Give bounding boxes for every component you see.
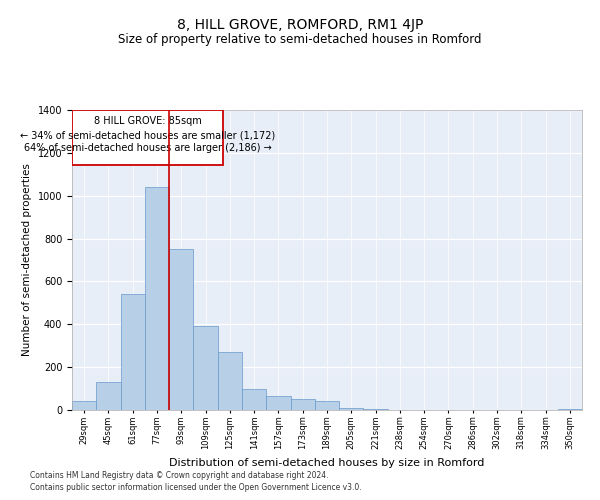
Text: 8 HILL GROVE: 85sqm: 8 HILL GROVE: 85sqm: [94, 116, 202, 126]
Bar: [169, 250, 193, 410]
Bar: [558, 409, 582, 410]
Text: 64% of semi-detached houses are larger (2,186) →: 64% of semi-detached houses are larger (…: [23, 143, 271, 153]
Bar: [193, 326, 218, 410]
Bar: [290, 400, 315, 410]
Bar: [364, 409, 388, 410]
Text: ← 34% of semi-detached houses are smaller (1,172): ← 34% of semi-detached houses are smalle…: [20, 130, 275, 140]
Text: 8, HILL GROVE, ROMFORD, RM1 4JP: 8, HILL GROVE, ROMFORD, RM1 4JP: [177, 18, 423, 32]
Text: Size of property relative to semi-detached houses in Romford: Size of property relative to semi-detach…: [118, 32, 482, 46]
Text: Contains HM Land Registry data © Crown copyright and database right 2024.: Contains HM Land Registry data © Crown c…: [30, 471, 329, 480]
Bar: [121, 294, 145, 410]
Bar: [145, 187, 169, 410]
Bar: [315, 402, 339, 410]
Bar: [242, 388, 266, 410]
Bar: [266, 396, 290, 410]
Bar: [96, 382, 121, 410]
X-axis label: Distribution of semi-detached houses by size in Romford: Distribution of semi-detached houses by …: [169, 458, 485, 468]
Y-axis label: Number of semi-detached properties: Number of semi-detached properties: [22, 164, 32, 356]
Bar: [73, 110, 223, 164]
Text: Contains public sector information licensed under the Open Government Licence v3: Contains public sector information licen…: [30, 484, 362, 492]
Bar: [218, 352, 242, 410]
Bar: [339, 408, 364, 410]
Bar: [72, 402, 96, 410]
